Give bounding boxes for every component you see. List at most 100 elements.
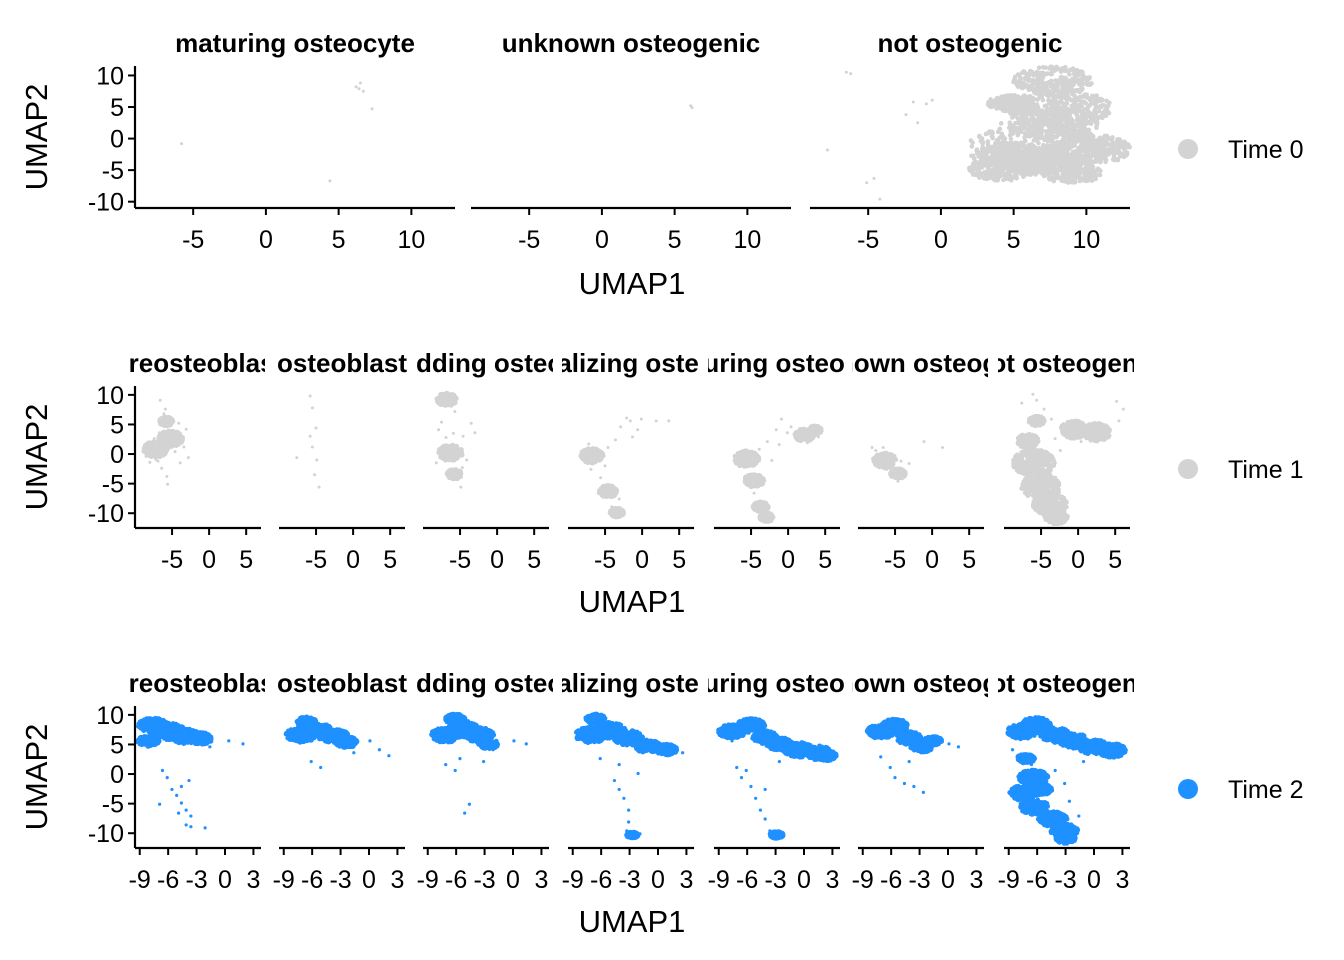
data-point xyxy=(1081,176,1086,182)
data-point xyxy=(444,435,448,439)
data-point xyxy=(636,428,640,432)
data-point xyxy=(358,81,362,85)
data-point xyxy=(971,156,977,161)
data-point xyxy=(1082,92,1088,97)
data-point xyxy=(612,487,617,493)
data-point xyxy=(1101,139,1107,144)
data-point xyxy=(152,437,156,441)
data-point xyxy=(967,168,973,173)
data-point xyxy=(1099,115,1105,121)
data-point xyxy=(313,473,317,477)
data-point xyxy=(989,133,995,139)
data-point xyxy=(1065,174,1071,180)
data-point xyxy=(1038,167,1043,173)
panel-1-2: embedding osteoblast-5 0 5 xyxy=(417,348,553,574)
data-point xyxy=(450,443,454,447)
data-point xyxy=(1051,109,1057,115)
data-point xyxy=(1063,65,1068,70)
data-point xyxy=(1047,167,1052,172)
data-point xyxy=(1019,149,1025,154)
data-point xyxy=(1056,108,1062,114)
point-cluster xyxy=(578,446,606,466)
data-point xyxy=(1080,168,1085,174)
data-point xyxy=(1103,157,1109,163)
data-point xyxy=(1006,142,1012,147)
data-point xyxy=(458,469,464,475)
data-point xyxy=(1044,129,1049,134)
data-point xyxy=(1065,106,1071,112)
data-point xyxy=(980,148,986,153)
data-point xyxy=(1040,97,1046,103)
data-point xyxy=(442,392,446,396)
data-point xyxy=(986,101,991,107)
data-point xyxy=(1049,71,1054,77)
data-point xyxy=(1008,128,1014,134)
point-cluster xyxy=(742,472,767,490)
data-point xyxy=(162,412,166,416)
data-point xyxy=(985,164,991,170)
data-point xyxy=(994,177,999,182)
data-point xyxy=(173,450,177,454)
data-point xyxy=(437,447,442,452)
data-point xyxy=(738,449,744,455)
data-point xyxy=(1094,93,1099,98)
data-point xyxy=(1077,161,1083,166)
data-point xyxy=(1106,110,1112,116)
data-point xyxy=(310,445,314,449)
data-point xyxy=(1015,84,1021,89)
data-point xyxy=(1064,101,1070,106)
data-point xyxy=(317,485,321,489)
data-point xyxy=(1038,87,1044,92)
data-point xyxy=(1024,148,1030,153)
data-point xyxy=(1022,125,1028,131)
data-point xyxy=(974,147,980,152)
data-point xyxy=(449,401,453,405)
data-point xyxy=(1042,137,1047,143)
data-point xyxy=(1071,68,1077,74)
data-point xyxy=(1049,134,1055,139)
panel-title: maturing osteocyte xyxy=(175,28,415,58)
data-point xyxy=(1078,94,1084,100)
data-point xyxy=(1123,140,1128,146)
data-point xyxy=(1025,157,1031,163)
data-point xyxy=(586,454,592,459)
data-point xyxy=(1110,135,1115,140)
data-point xyxy=(1062,168,1068,174)
data-point xyxy=(1056,90,1062,95)
data-point xyxy=(1080,81,1086,87)
data-point xyxy=(1092,115,1097,121)
data-point xyxy=(1046,176,1052,181)
data-point xyxy=(619,515,623,519)
data-point xyxy=(1067,121,1072,127)
data-point xyxy=(1034,129,1040,135)
data-point xyxy=(160,418,164,422)
y-tick-label: 10 xyxy=(96,382,124,410)
data-point xyxy=(1113,156,1118,162)
data-point xyxy=(1025,128,1031,134)
data-point xyxy=(1049,150,1054,156)
y-tick-label: -5 xyxy=(102,157,124,185)
point-cluster xyxy=(792,426,817,444)
data-point xyxy=(1027,166,1032,172)
point-cluster xyxy=(444,467,464,482)
data-point xyxy=(1078,102,1084,107)
data-point xyxy=(1056,157,1062,163)
data-point xyxy=(444,443,450,449)
data-point xyxy=(160,422,166,427)
data-point xyxy=(1114,141,1120,147)
data-point xyxy=(1017,76,1023,81)
data-point xyxy=(165,475,169,479)
data-point xyxy=(1097,172,1103,178)
data-point xyxy=(163,414,168,420)
y-tick-label: 10 xyxy=(96,62,124,90)
data-point xyxy=(1050,114,1055,120)
data-point xyxy=(175,444,179,448)
data-point xyxy=(1032,81,1038,86)
data-point xyxy=(459,485,463,489)
data-point xyxy=(178,461,182,465)
data-point xyxy=(1077,178,1083,184)
data-point xyxy=(1035,97,1040,102)
data-point xyxy=(904,113,908,117)
panel-title: not osteogenic xyxy=(878,28,1063,58)
data-point xyxy=(748,478,753,483)
